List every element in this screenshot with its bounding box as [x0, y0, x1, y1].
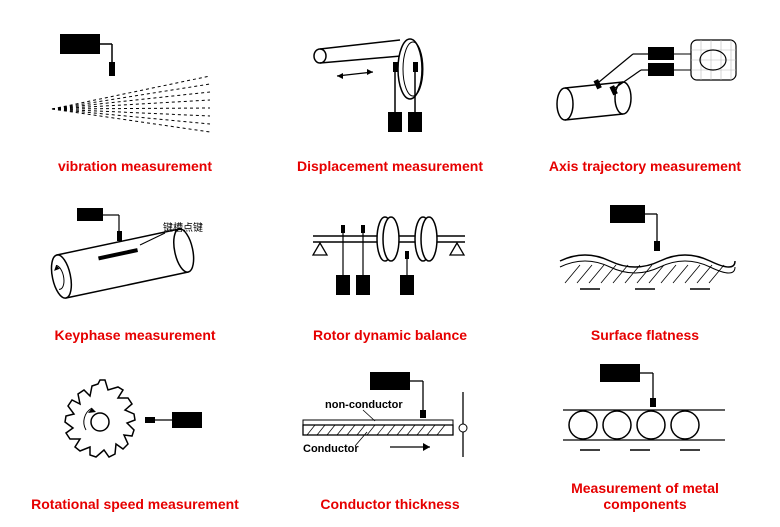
cell-axis-trajectory: Axis trajectory measurement — [530, 15, 760, 174]
caption-rotor-balance: Rotor dynamic balance — [313, 327, 467, 343]
cell-rotor-balance: Rotor dynamic balance — [275, 184, 505, 343]
caption-displacement: Displacement measurement — [297, 158, 483, 174]
cell-metal-components: Measurement of metal components — [530, 353, 760, 512]
diagram-rotor-balance — [275, 184, 505, 321]
caption-rotational-speed: Rotational speed measurement — [31, 496, 239, 512]
diagram-conductor-thickness: non-conductor Conductor — [275, 353, 505, 490]
cell-conductor-thickness: non-conductor Conductor Conductor thickn… — [275, 353, 505, 512]
caption-conductor-thickness: Conductor thickness — [320, 496, 459, 512]
caption-metal-components: Measurement of metal components — [530, 480, 760, 512]
diagram-metal-components — [530, 353, 760, 474]
label-non-conductor: non-conductor — [325, 399, 403, 411]
cell-vibration: vibration measurement — [20, 15, 250, 174]
diagram-displacement — [275, 15, 505, 152]
cell-surface-flatness: Surface flatness — [530, 184, 760, 343]
keyphase-chinese-label: 键槽点键 — [163, 221, 203, 234]
cell-displacement: Displacement measurement — [275, 15, 505, 174]
caption-surface-flatness: Surface flatness — [591, 327, 699, 343]
diagram-surface-flatness — [530, 184, 760, 321]
diagram-keyphase: 键槽点键 — [20, 184, 250, 321]
caption-vibration: vibration measurement — [58, 158, 212, 174]
cell-rotational-speed: Rotational speed measurement — [20, 353, 250, 512]
cell-keyphase: 键槽点键 Keyphase measurement — [20, 184, 250, 343]
diagram-axis-trajectory — [530, 15, 760, 152]
diagram-rotational-speed — [20, 353, 250, 490]
caption-keyphase: Keyphase measurement — [54, 327, 215, 343]
caption-axis-trajectory: Axis trajectory measurement — [549, 158, 741, 174]
label-conductor: Conductor — [303, 443, 359, 455]
diagram-grid: vibration measurement — [20, 15, 760, 512]
diagram-vibration — [20, 15, 250, 152]
